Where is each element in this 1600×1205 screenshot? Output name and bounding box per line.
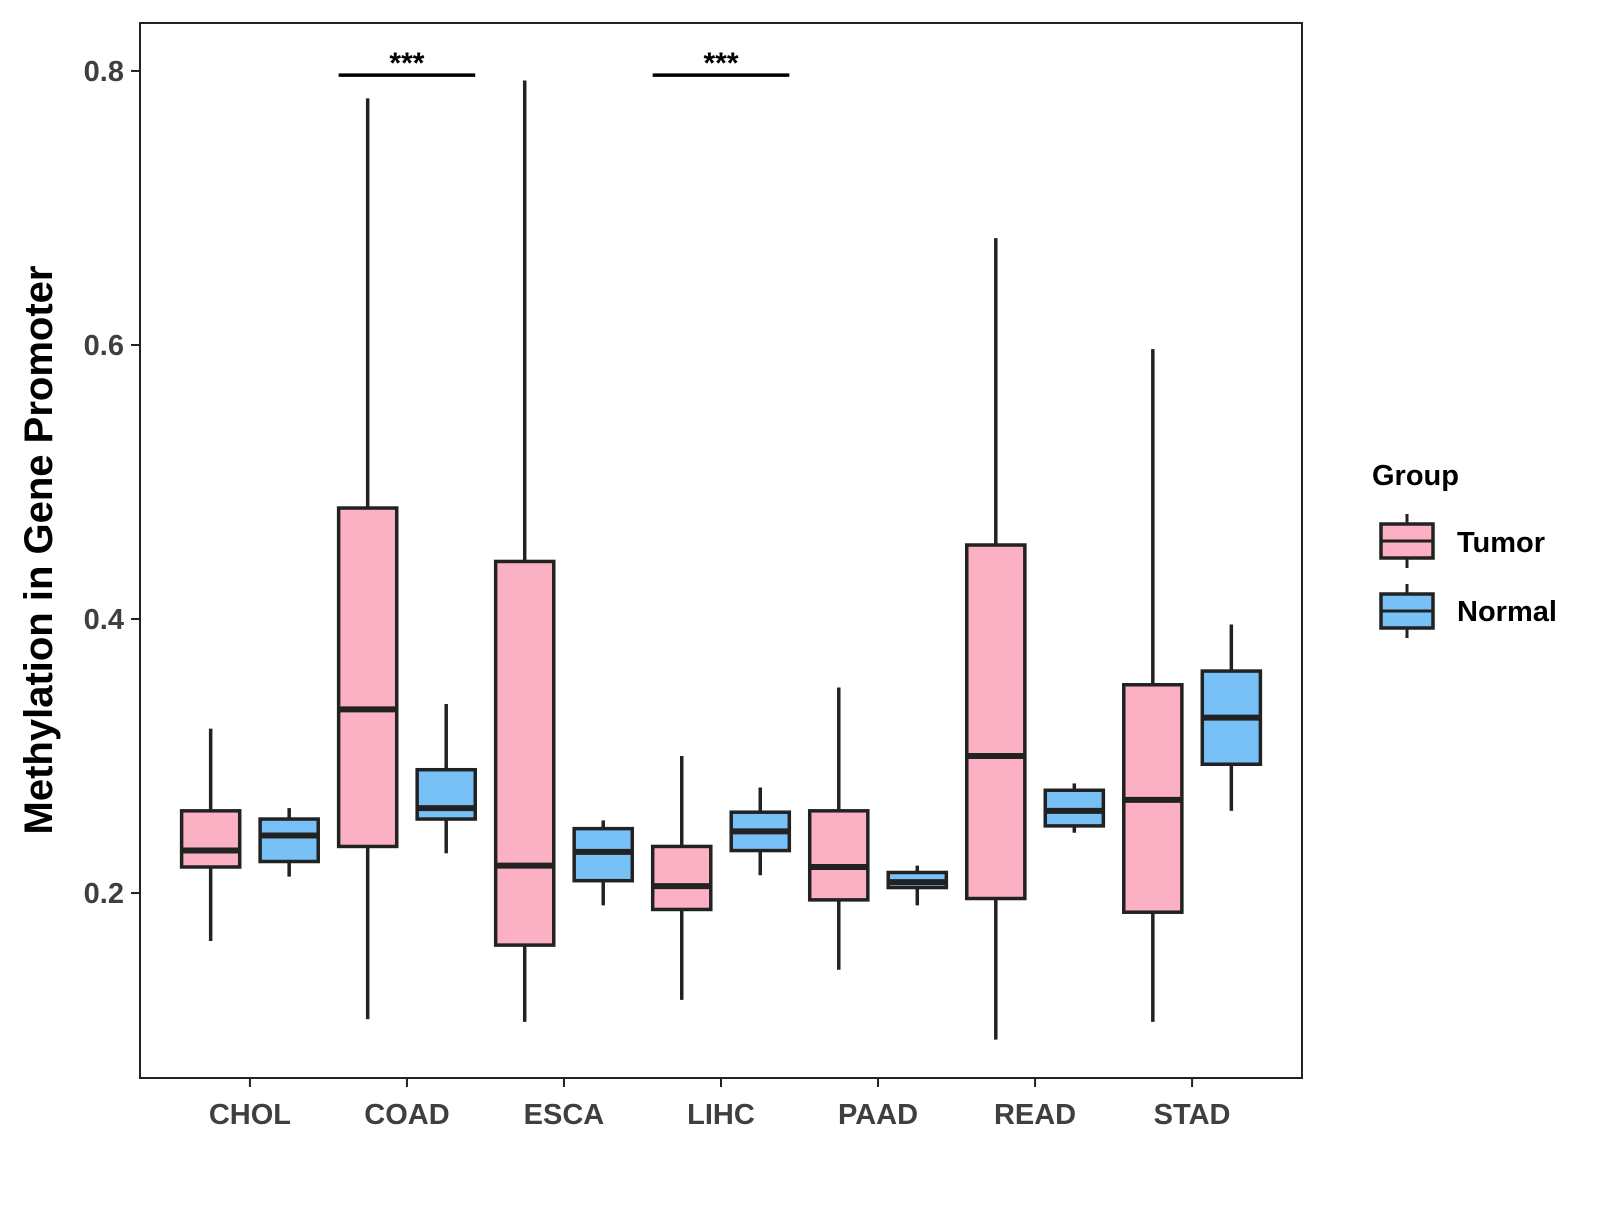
- legend-title: Group: [1372, 460, 1459, 492]
- box-iqr: [493, 559, 556, 947]
- box-normal-chol: [258, 808, 320, 877]
- y-tick-label: 0.8: [84, 56, 124, 88]
- box-tumor-read: [964, 238, 1027, 1040]
- x-tick-label-paad: PAAD: [838, 1099, 918, 1131]
- legend: Group Tumor Normal: [1372, 460, 1557, 638]
- box-iqr: [258, 817, 320, 864]
- box-iqr: [415, 767, 478, 821]
- box-iqr: [179, 809, 242, 869]
- legend-label-normal: Normal: [1457, 596, 1557, 628]
- box-tumor-chol: [179, 728, 242, 941]
- x-tick-label-read: READ: [994, 1099, 1076, 1131]
- box-iqr: [650, 844, 713, 912]
- x-tick-label-chol: CHOL: [209, 1099, 291, 1131]
- y-tick-label: 0.4: [84, 604, 124, 636]
- box-normal-coad: [415, 703, 478, 854]
- box-normal-lihc: [729, 787, 792, 876]
- box-tumor-stad: [1122, 349, 1184, 1022]
- x-tick-label-lihc: LIHC: [687, 1099, 755, 1131]
- box-normal-paad: [886, 865, 949, 906]
- x-axis: CHOL COAD ESCA LIHC PAAD READ STAD: [209, 1078, 1231, 1131]
- x-tick-label-esca: ESCA: [524, 1099, 605, 1131]
- box-normal-esca: [572, 820, 635, 906]
- y-axis: 0.2 0.4 0.6 0.8: [84, 56, 140, 910]
- box-tumor-paad: [807, 687, 870, 970]
- significance-coad: ***: [338, 47, 476, 80]
- y-tick-label: 0.6: [84, 330, 124, 362]
- significance-lihc: ***: [652, 47, 790, 80]
- x-tick-label-stad: STAD: [1154, 1099, 1231, 1131]
- box-tumor-lihc: [650, 756, 713, 1000]
- y-tick-label: 0.2: [84, 878, 124, 910]
- box-normal-stad: [1200, 624, 1263, 811]
- significance-annotations: *** ***: [338, 47, 790, 80]
- x-tick-label-coad: COAD: [364, 1099, 449, 1131]
- box-iqr: [336, 506, 399, 849]
- marks-layer: [179, 80, 1263, 1040]
- y-axis-title: Methylation in Gene Promoter: [17, 266, 61, 835]
- box-tumor-coad: [336, 98, 399, 1020]
- box-iqr: [964, 543, 1027, 901]
- legend-label-tumor: Tumor: [1457, 527, 1545, 559]
- box-iqr: [807, 809, 870, 902]
- significance-label: ***: [703, 47, 738, 80]
- box-normal-read: [1043, 783, 1106, 833]
- legend-key-normal: [1379, 584, 1435, 638]
- legend-key-tumor: [1379, 514, 1435, 568]
- significance-label: ***: [389, 47, 424, 80]
- box-tumor-esca: [493, 80, 556, 1022]
- plot-background: [140, 23, 1302, 1078]
